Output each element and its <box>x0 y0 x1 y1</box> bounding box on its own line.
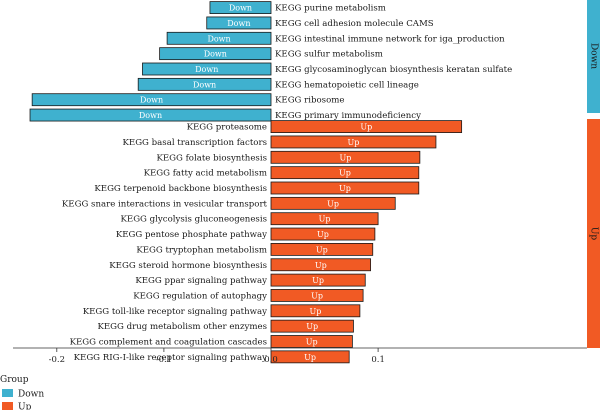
legend-title: Group <box>0 375 29 385</box>
x-tick-label: 0.0 <box>264 355 278 365</box>
bar-up <box>270 350 350 364</box>
bar-up <box>270 289 364 302</box>
pathway-label-up: KEGG glycolysis gluconeogenesis <box>121 215 268 225</box>
bar-up <box>270 120 463 133</box>
bar-label-down: Down <box>195 65 218 74</box>
bar-up <box>270 319 354 333</box>
pathway-label-up: KEGG terpenoid backbone biosynthesis <box>94 184 267 194</box>
bar-label-down: Down <box>207 34 230 43</box>
bar-label-up: Up <box>317 230 329 239</box>
bar-label-up: Up <box>312 276 324 285</box>
pathway-label-up: KEGG drug metabolism other enzymes <box>97 322 267 332</box>
pathway-label-up: KEGG ppar signaling pathway <box>135 276 267 286</box>
bar-up <box>270 227 376 241</box>
facet-strip-up <box>587 119 600 348</box>
pathway-label-down: KEGG cell adhesion molecule CAMS <box>275 19 434 29</box>
pathway-label-down: KEGG ribosome <box>275 96 345 106</box>
pathway-label-up: KEGG toll-like receptor signaling pathwa… <box>83 307 267 317</box>
bar-up <box>270 258 372 272</box>
bar-up <box>270 150 421 164</box>
pathway-label-down: KEGG glycosaminoglycan biosynthesis kera… <box>275 65 512 75</box>
bar-label-up: Up <box>339 184 351 193</box>
bar-label-up: Up <box>304 353 316 362</box>
bar-down <box>206 16 272 30</box>
pathway-label-down: KEGG hematopoietic cell lineage <box>275 80 419 90</box>
bar-down <box>209 1 272 14</box>
bar-down <box>142 62 272 76</box>
legend-swatch-down <box>2 389 13 397</box>
bar-label-up: Up <box>339 153 351 162</box>
pathway-label-up: KEGG complement and coagulation cascades <box>70 338 267 348</box>
legend-label-up: Up <box>18 403 32 410</box>
bar-up <box>270 273 366 287</box>
bar-label-down: Down <box>204 50 227 59</box>
bar-up <box>270 212 379 226</box>
pathway-label-down: KEGG intestinal immune network for iga_p… <box>275 34 505 44</box>
facet-label-down: Down <box>589 43 599 69</box>
bar-up <box>270 196 396 210</box>
pathway-label-up: KEGG snare interactions in vesicular tra… <box>62 199 268 209</box>
bar-up <box>270 166 420 180</box>
bar-label-up: Up <box>311 291 323 300</box>
bar-down <box>31 93 272 107</box>
bar-up <box>270 135 437 149</box>
pathway-label-up: KEGG regulation of autophagy <box>133 291 267 301</box>
bar-label-up: Up <box>310 307 322 316</box>
x-tick-label: 0.1 <box>371 355 385 365</box>
facet-label-up: Up <box>589 227 599 241</box>
pathway-label-down: KEGG primary immunodeficiency <box>275 111 421 121</box>
bar-label-up: Up <box>316 245 328 254</box>
bar-label-down: Down <box>140 96 163 105</box>
bar-label-down: Down <box>229 4 252 13</box>
bar-down <box>159 47 272 61</box>
pathway-label-down: KEGG purine metabolism <box>275 4 386 14</box>
bar-label-down: Down <box>139 111 162 120</box>
pathway-label-up: KEGG folate biosynthesis <box>156 153 267 163</box>
bar-up <box>270 242 374 256</box>
bar-up <box>270 181 420 195</box>
bar-up <box>270 304 361 318</box>
bar-down <box>137 77 272 91</box>
legend-swatch-up <box>2 402 13 410</box>
facet-strip-down <box>587 0 600 113</box>
bar-label-up: Up <box>306 322 318 331</box>
bar-label-up: Up <box>319 215 331 224</box>
bar-down <box>166 31 272 45</box>
pathway-label-up: KEGG RIG-I-like receptor signaling pathw… <box>74 353 268 363</box>
bar-label-up: Up <box>348 138 360 147</box>
x-tick-label: -0.2 <box>49 355 65 365</box>
legend-label-down: Down <box>18 390 44 400</box>
pathway-label-down: KEGG sulfur metabolism <box>275 50 383 60</box>
pathway-label-up: KEGG tryptophan metabolism <box>136 245 267 255</box>
pathway-label-up: KEGG proteasome <box>187 123 267 133</box>
pathway-label-up: KEGG fatty acid metabolism <box>144 169 267 179</box>
bar-label-up: Up <box>327 199 339 208</box>
bar-label-down: Down <box>193 80 216 89</box>
bar-label-up: Up <box>360 123 372 132</box>
bar-label-up: Up <box>315 261 327 270</box>
bar-up <box>270 335 353 348</box>
bar-label-up: Up <box>339 169 351 178</box>
bar-label-up: Up <box>306 338 318 347</box>
pathway-label-up: KEGG steroid hormone biosynthesis <box>109 261 267 271</box>
pathway-label-up: KEGG basal transcription factors <box>123 138 268 148</box>
bar-label-down: Down <box>227 19 250 28</box>
bar-down <box>29 108 272 122</box>
pathway-label-up: KEGG pentose phosphate pathway <box>116 230 267 240</box>
x-tick-label: -0.1 <box>156 355 172 365</box>
